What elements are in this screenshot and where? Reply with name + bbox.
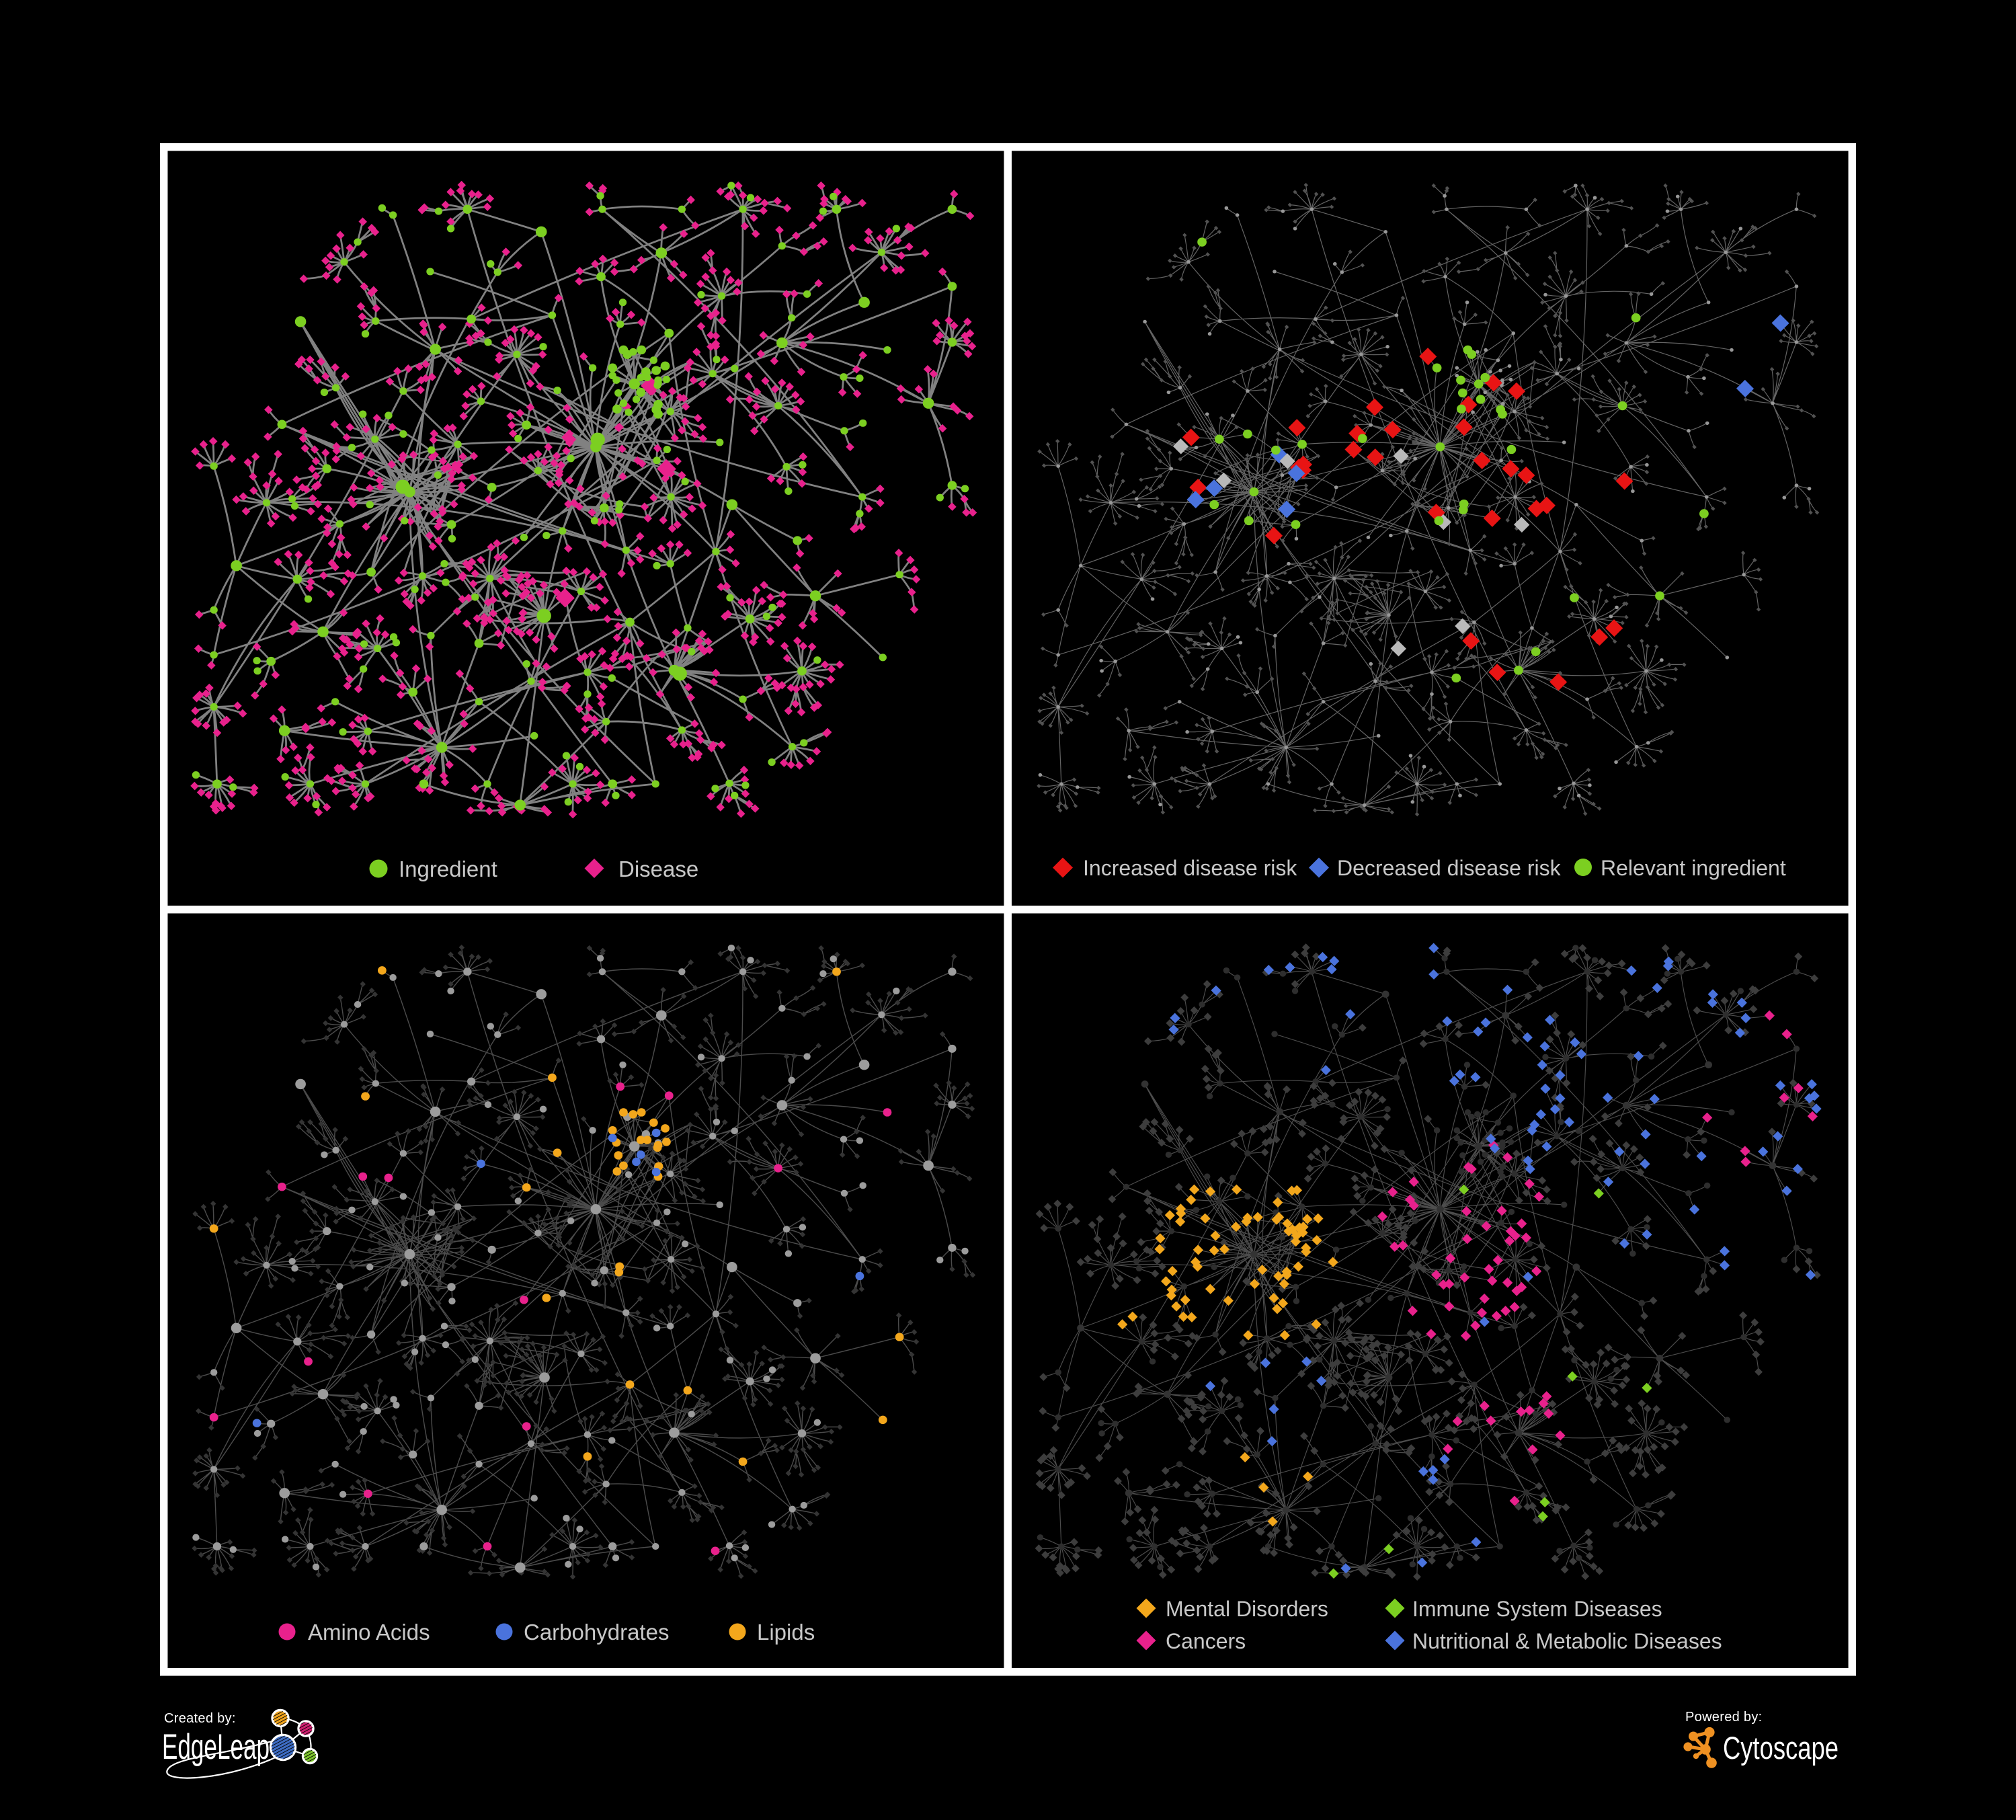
svg-text:Increased disease risk: Increased disease risk (1083, 856, 1297, 880)
svg-text:Mental Disorders: Mental Disorders (1166, 1597, 1328, 1621)
svg-text:Created by:: Created by: (164, 1711, 236, 1726)
svg-text:Powered by:: Powered by: (1685, 1710, 1762, 1725)
svg-text:Immune System Diseases: Immune System Diseases (1412, 1597, 1662, 1621)
svg-text:Lipids: Lipids (757, 1620, 815, 1645)
svg-text:Decreased disease risk: Decreased disease risk (1337, 856, 1562, 880)
svg-text:Ingredient: Ingredient (399, 857, 497, 881)
svg-text:Cancers: Cancers (1166, 1629, 1246, 1653)
svg-text:Disease: Disease (618, 857, 698, 881)
svg-text:Nutritional & Metabolic Diseas: Nutritional & Metabolic Diseases (1412, 1629, 1722, 1653)
svg-text:EdgeLeap: EdgeLeap (162, 1727, 270, 1767)
svg-text:Cytoscape: Cytoscape (1723, 1730, 1839, 1766)
svg-text:Carbohydrates: Carbohydrates (524, 1620, 669, 1645)
svg-text:Relevant ingredient: Relevant ingredient (1601, 856, 1786, 880)
svg-text:Amino Acids: Amino Acids (308, 1620, 430, 1645)
